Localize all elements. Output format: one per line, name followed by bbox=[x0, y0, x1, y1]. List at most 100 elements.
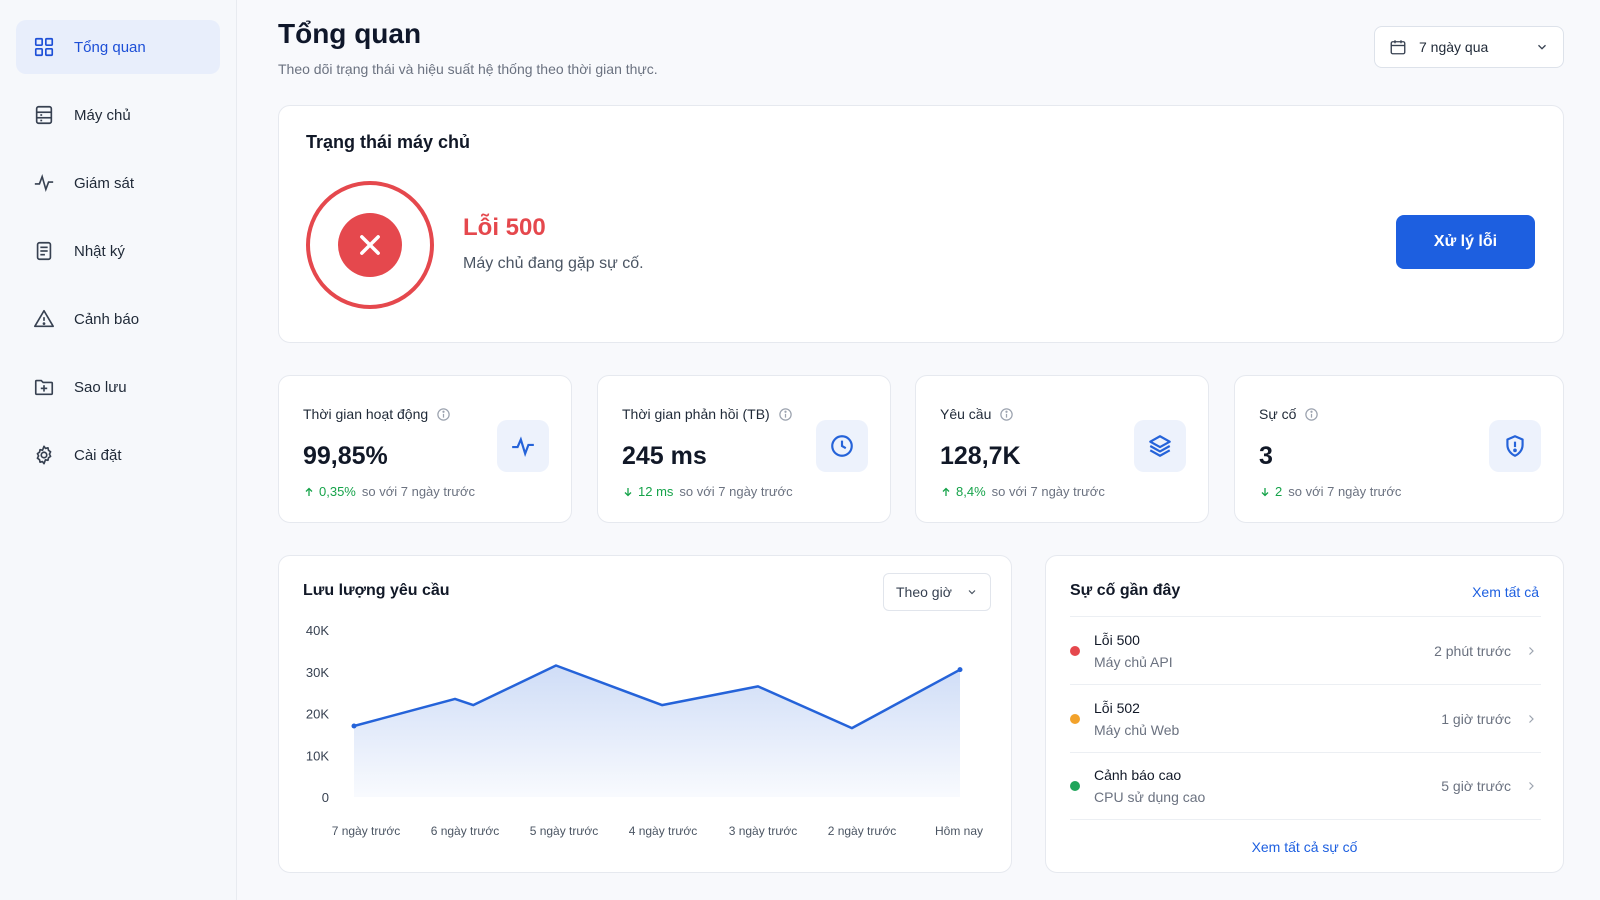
sidebar-item-label: Tổng quan bbox=[74, 38, 146, 56]
x-tick-label: 5 ngày trước bbox=[530, 824, 599, 838]
stat-delta-compare: so với 7 ngày trước bbox=[361, 484, 476, 499]
chevron-right-icon bbox=[1529, 782, 1534, 790]
clock-icon bbox=[816, 420, 868, 472]
fix-error-button[interactable]: Xử lý lỗi bbox=[1396, 215, 1535, 269]
traffic-area bbox=[354, 665, 960, 797]
error-x-icon bbox=[338, 213, 402, 277]
error-description: Máy chủ đang gặp sự cố. bbox=[463, 255, 644, 272]
incident-row[interactable]: Lỗi 500 Máy chủ API 2 phút trước bbox=[1070, 616, 1541, 684]
stat-delta-compare: so với 7 ngày trước bbox=[679, 484, 793, 499]
stat-label: Yêu cầu bbox=[940, 406, 1014, 422]
incident-source: CPU sử dụng cao bbox=[1094, 789, 1206, 805]
severity-dot bbox=[1070, 645, 1080, 656]
sidebar-item-logs[interactable]: Nhật ký bbox=[16, 224, 220, 278]
stat-label-text: Yêu cầu bbox=[940, 406, 992, 422]
x-tick-label: 3 ngày trước bbox=[729, 824, 798, 838]
y-tick-label: 30K bbox=[306, 665, 329, 680]
y-tick-label: 40K bbox=[306, 623, 329, 638]
document-icon bbox=[32, 239, 56, 263]
page-title: Tổng quan bbox=[278, 18, 422, 49]
data-point bbox=[351, 723, 357, 729]
incident-time: 5 giờ trước bbox=[1441, 778, 1511, 794]
incident-source: Máy chủ API bbox=[1094, 653, 1173, 670]
arrow-up-icon bbox=[305, 487, 313, 496]
x-tick-label: Hôm nay bbox=[935, 824, 983, 838]
stat-card-requests: Yêu cầu 128,7K 8,4% so với 7 ngày trước bbox=[915, 375, 1209, 523]
date-range-select[interactable]: 7 ngày qua bbox=[1374, 26, 1564, 68]
incident-title: Cảnh báo cao bbox=[1094, 767, 1182, 783]
server-status-title: Trạng thái máy chủ bbox=[306, 132, 471, 152]
stat-value: 3 bbox=[1259, 442, 1273, 470]
sidebar-item-label: Cảnh báo bbox=[74, 310, 140, 328]
stat-delta-value: 12 ms bbox=[638, 484, 674, 499]
stat-card-uptime: Thời gian hoạt động 99,85% 0,35% so với … bbox=[278, 375, 572, 523]
info-icon[interactable] bbox=[999, 407, 1014, 422]
chevron-down-icon bbox=[968, 590, 976, 595]
stat-delta-value: 0,35% bbox=[319, 484, 356, 499]
stat-delta: 8,4% so với 7 ngày trước bbox=[940, 484, 1105, 499]
chevron-down-icon bbox=[1538, 44, 1546, 50]
incident-title: Lỗi 502 bbox=[1094, 699, 1140, 716]
incident-time: 1 giờ trước bbox=[1441, 710, 1511, 727]
traffic-line bbox=[353, 664, 961, 730]
shield-alert-icon bbox=[1489, 420, 1541, 472]
severity-dot bbox=[1070, 713, 1080, 724]
sidebar-item-monitoring[interactable]: Giám sát bbox=[16, 156, 220, 210]
sidebar: Tổng quan Máy chủ Giám sát Nhật ký Cảnh … bbox=[0, 0, 237, 900]
granularity-select[interactable]: Theo giờ bbox=[883, 573, 991, 611]
gear-icon bbox=[32, 443, 56, 467]
grid-icon bbox=[32, 35, 56, 59]
incident-time: 2 phút trước bbox=[1434, 642, 1511, 659]
stat-card-incidents: Sự cố 3 2 so với 7 ngày trước bbox=[1234, 375, 1564, 523]
sidebar-item-overview[interactable]: Tổng quan bbox=[16, 20, 220, 74]
error-title: Lỗi 500 bbox=[463, 214, 546, 241]
calendar-icon bbox=[1390, 40, 1406, 55]
stat-delta: 12 ms so với 7 ngày trước bbox=[622, 484, 793, 499]
sidebar-item-label: Sao lưu bbox=[74, 378, 127, 396]
stat-value: 99,85% bbox=[303, 442, 388, 470]
stat-label-text: Thời gian phản hồi (TB) bbox=[622, 406, 770, 422]
info-icon[interactable] bbox=[1304, 407, 1319, 422]
data-point bbox=[957, 667, 963, 673]
traffic-chart-title: Lưu lượng yêu cầu bbox=[303, 582, 450, 599]
incident-row[interactable]: Cảnh báo cao CPU sử dụng cao 5 giờ trước bbox=[1070, 752, 1541, 820]
layers-icon bbox=[1134, 420, 1186, 472]
warning-icon bbox=[32, 307, 56, 331]
sidebar-item-label: Giám sát bbox=[74, 174, 135, 192]
activity-icon bbox=[32, 171, 56, 195]
x-tick-label: 4 ngày trước bbox=[629, 824, 698, 838]
incident-row[interactable]: Lỗi 502 Máy chủ Web 1 giờ trước bbox=[1070, 684, 1541, 752]
server-status-card: Trạng thái máy chủ Lỗi 500 Máy chủ đang … bbox=[278, 105, 1564, 343]
stat-delta-value: 2 bbox=[1275, 484, 1283, 499]
view-all-link[interactable]: Xem tất cả bbox=[1472, 584, 1539, 600]
sidebar-item-backup[interactable]: Sao lưu bbox=[16, 360, 220, 414]
x-tick-label: 7 ngày trước bbox=[332, 824, 401, 838]
traffic-chart: 0 10K 20K 30K 40K 7 ngày trước 6 ngày trước 5 … bbox=[306, 623, 983, 838]
sidebar-item-label: Cài đặt bbox=[74, 446, 122, 464]
stat-delta-compare: so với 7 ngày trước bbox=[991, 484, 1105, 499]
backup-folder-icon bbox=[32, 375, 56, 399]
x-tick-label: 6 ngày trước bbox=[431, 824, 500, 838]
server-icon bbox=[32, 103, 56, 127]
stat-delta: 0,35% so với 7 ngày trước bbox=[303, 484, 475, 499]
stat-label: Thời gian phản hồi (TB) bbox=[622, 406, 793, 422]
incident-list: Lỗi 500 Máy chủ API 2 phút trước Lỗi 502… bbox=[1070, 616, 1541, 820]
y-tick-label: 10K bbox=[306, 748, 329, 763]
incident-source: Máy chủ Web bbox=[1094, 721, 1180, 738]
info-icon[interactable] bbox=[436, 407, 451, 422]
sidebar-item-alerts[interactable]: Cảnh báo bbox=[16, 292, 220, 346]
granularity-value: Theo giờ bbox=[896, 584, 952, 600]
chevron-right-icon bbox=[1529, 714, 1534, 723]
y-tick-label: 20K bbox=[306, 707, 329, 722]
stat-label-text: Sự cố bbox=[1259, 406, 1297, 422]
sidebar-item-servers[interactable]: Máy chủ bbox=[16, 88, 220, 142]
stat-delta-compare: so với 7 ngày trước bbox=[1288, 484, 1402, 499]
severity-dot bbox=[1070, 781, 1080, 791]
sidebar-item-settings[interactable]: Cài đặt bbox=[16, 428, 220, 482]
info-icon[interactable] bbox=[778, 407, 793, 422]
chevron-right-icon bbox=[1529, 646, 1534, 655]
sidebar-item-label: Máy chủ bbox=[74, 106, 131, 124]
pulse-icon bbox=[497, 420, 549, 472]
arrow-down-icon bbox=[1261, 487, 1269, 496]
view-all-incidents-link[interactable]: Xem tất cả sự cố bbox=[1251, 839, 1358, 855]
